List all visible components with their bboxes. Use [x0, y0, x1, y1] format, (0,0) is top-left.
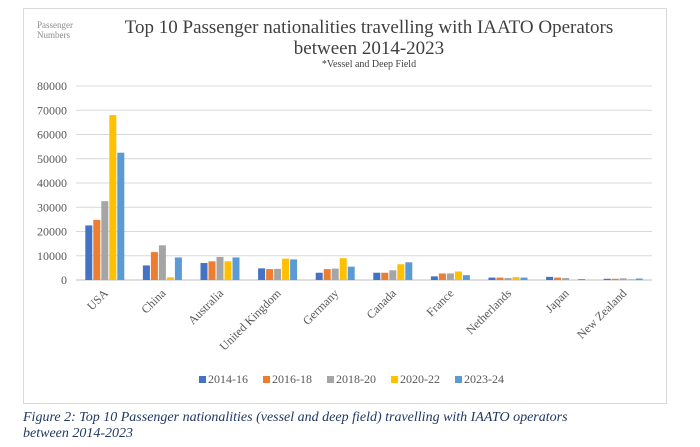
legend-label: 2020-22 — [400, 372, 440, 386]
y-tick-label: 10000 — [37, 249, 67, 263]
bar — [454, 271, 462, 280]
x-tick-label: Netherlands — [463, 286, 514, 337]
x-tick-label: Japan — [542, 286, 571, 315]
legend-label: 2018-20 — [336, 372, 376, 386]
bar — [274, 268, 282, 280]
bar — [158, 245, 166, 280]
x-tick-label: Australia — [185, 286, 226, 327]
bar — [504, 278, 512, 280]
y-tick-label: 70000 — [37, 103, 67, 117]
bar — [389, 270, 397, 280]
bar — [603, 278, 611, 280]
bar — [323, 269, 331, 280]
x-tick-label: Canada — [364, 286, 400, 322]
legend-label: 2023-24 — [464, 372, 504, 386]
y-tick-label: 50000 — [37, 152, 67, 166]
y-axis-label-line-2: Numbers — [37, 30, 70, 40]
legend: 2014-16 2016-18 2018-20 2020-22 2023-24 — [199, 372, 504, 386]
chart-title-line-1: Top 10 Passenger nationalities travellin… — [125, 17, 614, 38]
legend-swatch — [263, 376, 270, 383]
x-tick-label: Germany — [300, 286, 341, 327]
legend-label: 2016-18 — [272, 372, 312, 386]
bar — [109, 115, 117, 280]
caption-line-2: between 2014-2023 — [23, 426, 134, 441]
y-tick-label: 20000 — [37, 225, 67, 239]
bar — [101, 201, 109, 280]
figure-caption: Figure 2: Top 10 Passenger nationalities… — [23, 410, 673, 442]
bar — [635, 278, 643, 280]
legend-swatch — [455, 376, 462, 383]
chart-frame: Top 10 Passenger nationalities travellin… — [23, 8, 667, 404]
bar — [438, 273, 446, 280]
bar — [373, 272, 381, 280]
bar — [224, 261, 232, 280]
bar — [258, 268, 266, 280]
bar — [142, 265, 150, 280]
bar — [339, 258, 347, 280]
bar — [578, 279, 586, 280]
bar — [208, 261, 216, 280]
y-tick-label: 30000 — [37, 200, 67, 214]
bar — [496, 277, 504, 280]
x-tick-label: France — [424, 286, 457, 319]
bar — [546, 276, 554, 280]
bar — [381, 272, 389, 280]
bar — [488, 277, 496, 280]
bar — [117, 152, 125, 280]
bar — [627, 279, 635, 280]
bar — [462, 275, 470, 280]
y-axis-label-line-1: Passenger — [37, 20, 73, 30]
x-tick-label: United Kingdom — [217, 286, 285, 354]
bar — [166, 277, 174, 280]
chart-title-line-2: between 2014-2023 — [294, 38, 444, 59]
bar — [315, 272, 323, 280]
x-tick-label: New Zealand — [574, 286, 629, 341]
bar — [266, 269, 274, 280]
bar — [446, 273, 454, 280]
bar — [397, 264, 405, 280]
bars — [85, 115, 643, 280]
bar — [554, 277, 562, 280]
bar — [562, 278, 570, 280]
bar — [174, 257, 182, 280]
y-tick-label: 80000 — [37, 79, 67, 93]
legend-swatch — [199, 376, 206, 383]
chart-subtitle: *Vessel and Deep Field — [322, 59, 416, 70]
bar — [512, 277, 520, 280]
bar — [611, 278, 619, 280]
caption-line-1: Figure 2: Top 10 Passenger nationalities… — [23, 410, 568, 425]
bar — [405, 262, 413, 280]
bar — [290, 259, 298, 280]
legend-swatch — [327, 376, 334, 383]
x-tick-label: China — [138, 286, 169, 317]
bar — [430, 276, 438, 280]
y-tick-label: 60000 — [37, 128, 67, 142]
bar — [200, 263, 208, 280]
bar — [282, 258, 290, 280]
x-tick-label: USA — [84, 286, 111, 313]
bar — [85, 225, 93, 280]
bar-chart: Top 10 Passenger nationalities travellin… — [37, 17, 652, 386]
bar — [347, 266, 355, 280]
bar — [232, 257, 240, 280]
bar — [93, 219, 101, 280]
y-tick-label: 0 — [61, 273, 67, 287]
bar — [331, 268, 339, 280]
legend-swatch — [391, 376, 398, 383]
bar — [216, 256, 224, 280]
y-tick-label: 40000 — [37, 176, 67, 190]
legend-label: 2014-16 — [208, 372, 248, 386]
bar — [150, 252, 158, 280]
bar — [520, 277, 528, 280]
y-axis-ticks: 0 10000 20000 30000 40000 50000 60000 70000 8000… — [37, 79, 67, 287]
bar — [619, 278, 627, 280]
